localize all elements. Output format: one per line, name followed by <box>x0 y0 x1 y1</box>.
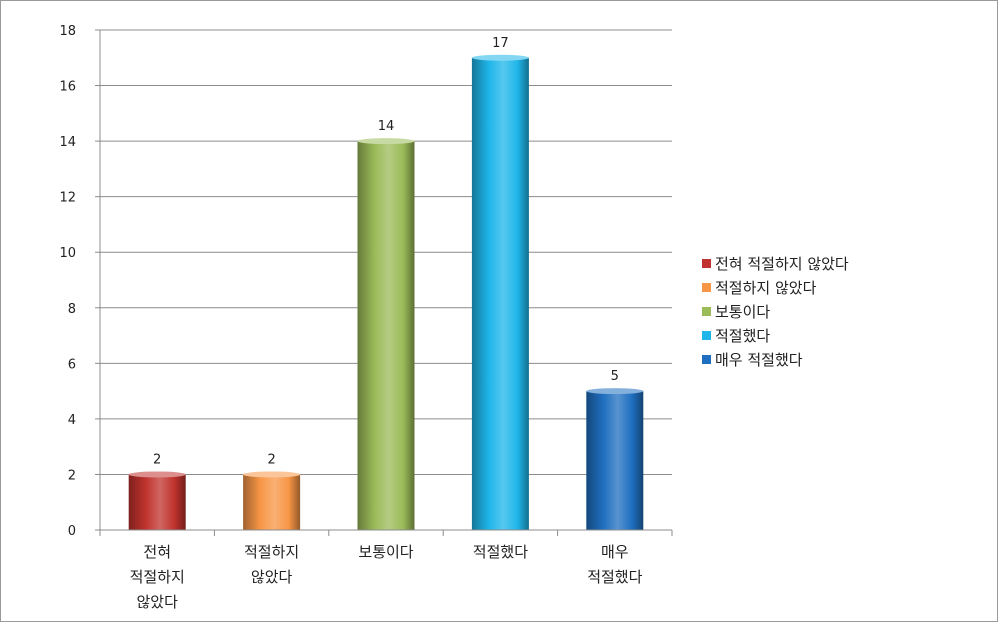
x-tick-label: 전혀 적절하지 않았다 <box>130 543 185 611</box>
legend-item: 보통이다 <box>702 299 849 323</box>
legend-swatch <box>702 331 711 340</box>
data-label: 5 <box>611 369 619 384</box>
legend-label: 적절했다 <box>715 325 770 346</box>
legend-label: 매우 적절했다 <box>715 349 803 370</box>
legend-label: 보통이다 <box>715 301 770 322</box>
legend-swatch <box>702 283 711 292</box>
bar <box>243 474 300 530</box>
bar <box>586 391 643 530</box>
legend-item: 전혀 적절하지 않았다 <box>702 251 849 275</box>
bar <box>472 58 529 530</box>
y-tick-label: 0 <box>68 524 76 539</box>
bar <box>358 141 415 530</box>
x-axis: 전혀 적절하지 않았다 적절하지 않았다 보통이다 적절했다 매우 적절했다 <box>100 530 672 611</box>
y-tick-label: 14 <box>59 135 76 150</box>
x-tick-label: 적절했다 <box>473 543 528 561</box>
y-tick-label: 6 <box>68 357 76 372</box>
data-label: 17 <box>492 36 509 51</box>
y-tick-label: 10 <box>59 246 76 261</box>
y-tick-label: 16 <box>59 80 76 95</box>
y-tick-label: 18 <box>59 24 76 39</box>
x-tick-label: 보통이다 <box>358 543 413 561</box>
data-label: 14 <box>378 119 395 134</box>
y-axis: 0 2 4 6 8 10 12 14 16 18 <box>59 24 100 539</box>
y-tick-label: 8 <box>68 302 76 317</box>
bar-cap <box>586 388 643 394</box>
legend-swatch <box>702 355 711 364</box>
y-tick-label: 12 <box>59 191 76 206</box>
bars: 2 2 14 17 5 <box>129 36 644 530</box>
x-tick-label: 적절하지 않았다 <box>244 543 299 586</box>
legend-label: 전혀 적절하지 않았다 <box>715 253 849 274</box>
y-tick-label: 4 <box>68 413 76 428</box>
data-label: 2 <box>267 452 275 467</box>
legend-label: 적절하지 않았다 <box>715 277 816 298</box>
x-tick-label: 매우 적절했다 <box>587 543 642 586</box>
bar-cap <box>358 138 415 144</box>
y-tick-label: 2 <box>68 468 76 483</box>
data-label: 2 <box>153 452 161 467</box>
legend-item: 적절하지 않았다 <box>702 275 849 299</box>
bar-cap <box>472 55 529 61</box>
bar-cap <box>129 471 186 477</box>
bar <box>129 474 186 530</box>
bar-cap <box>243 471 300 477</box>
legend-item: 적절했다 <box>702 323 849 347</box>
legend-swatch <box>702 307 711 316</box>
legend-swatch <box>702 259 711 268</box>
legend-item: 매우 적절했다 <box>702 347 849 371</box>
